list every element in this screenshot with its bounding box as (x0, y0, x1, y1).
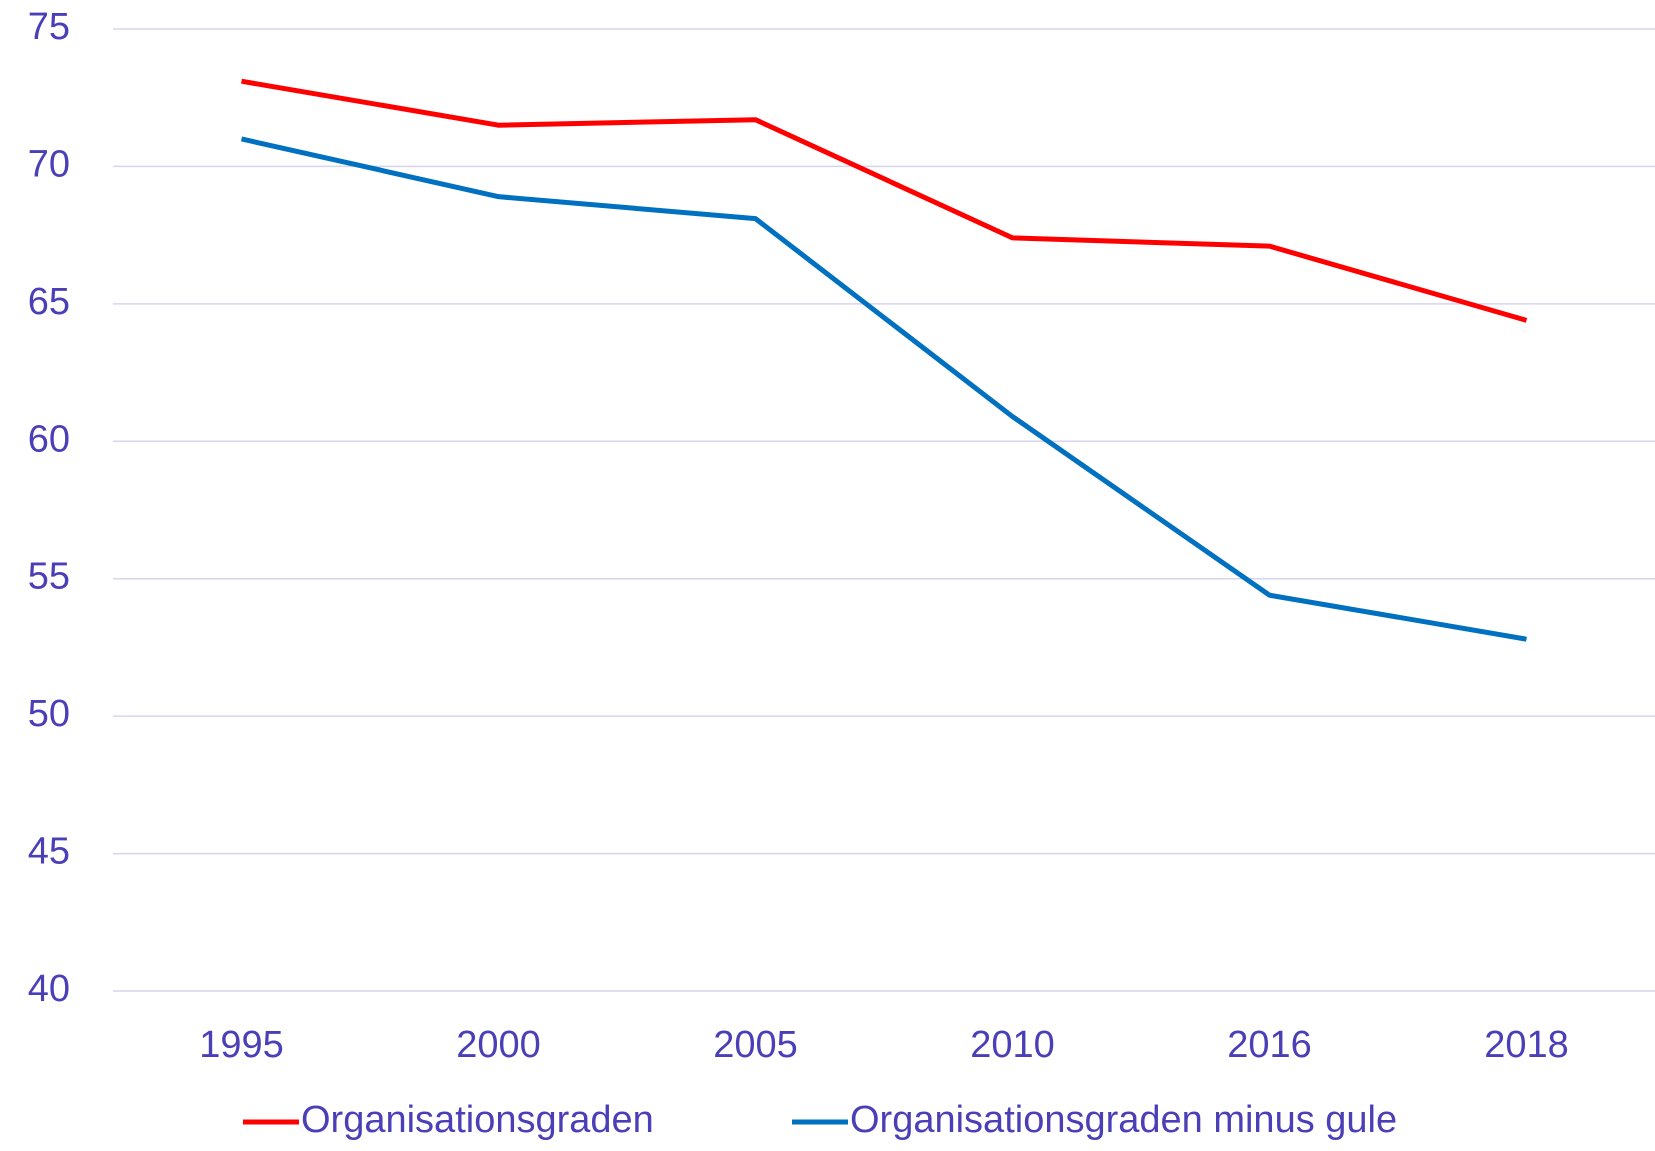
y-tick-label: 65 (28, 281, 70, 323)
y-tick-label: 55 (28, 556, 70, 598)
y-tick-label: 50 (28, 693, 70, 735)
y-tick-label: 70 (28, 143, 70, 185)
series-line (241, 78, 1528, 323)
x-tick-label: 2005 (713, 1024, 798, 1066)
x-tick-label: 2018 (1484, 1024, 1569, 1066)
y-tick-label: 45 (28, 831, 70, 873)
y-tick-label: 75 (28, 6, 70, 48)
y-tick-label: 40 (28, 968, 70, 1010)
x-tick-label: 1995 (199, 1024, 284, 1066)
y-tick-label: 60 (28, 418, 70, 460)
legend-label: Organisationsgraden minus gule (850, 1099, 1397, 1141)
x-tick-label: 2010 (970, 1024, 1055, 1066)
x-tick-label: 2016 (1227, 1024, 1312, 1066)
series-line (240, 136, 1527, 642)
x-tick-label: 2000 (456, 1024, 541, 1066)
legend-label: Organisationsgraden (301, 1099, 654, 1141)
